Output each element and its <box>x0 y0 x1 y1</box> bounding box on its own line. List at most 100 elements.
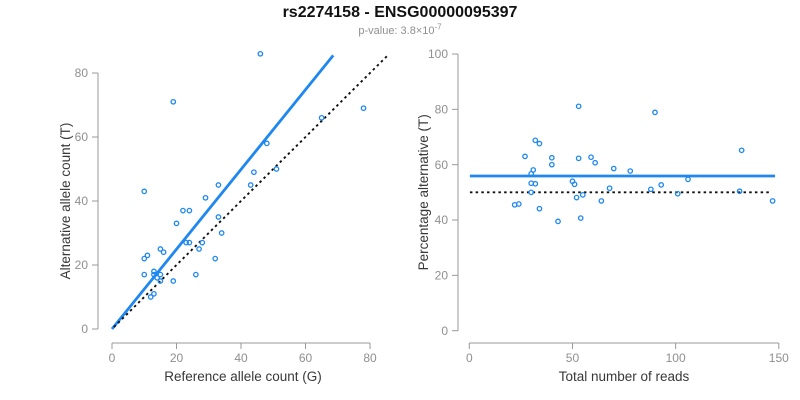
x-tick-label: 20 <box>170 351 184 365</box>
y-tick-label: 40 <box>75 194 89 208</box>
figure-title: rs2274158 - ENSG00000095397 <box>282 4 518 21</box>
p-value-exponent: -7 <box>434 22 442 32</box>
scatter-point <box>196 246 202 252</box>
regression-line <box>110 54 335 330</box>
scatter-point <box>685 176 691 183</box>
scatter-point <box>199 239 206 246</box>
scatter-point <box>579 191 586 198</box>
scatter-point <box>648 186 654 193</box>
scatter-point <box>571 181 578 188</box>
x-axis-title: Reference allele count (G) <box>164 369 322 384</box>
scatter-point <box>173 220 180 227</box>
scatter-point <box>515 201 522 207</box>
scatter-point <box>251 169 257 176</box>
x-tick-label: 0 <box>466 351 473 365</box>
scatter-point <box>141 271 148 278</box>
scatter-point <box>360 105 367 112</box>
scatter-point <box>548 161 555 168</box>
scatter-point <box>736 188 743 195</box>
y-axis-title: Alternative allele count (T) <box>58 123 73 280</box>
scatter-point <box>536 205 543 212</box>
y-tick-label: 0 <box>441 324 448 338</box>
scatter-point <box>575 103 582 110</box>
x-tick-label: 100 <box>666 351 686 365</box>
scatter-point <box>141 188 148 195</box>
scatter-point <box>144 252 151 259</box>
scatter-point <box>151 290 157 297</box>
scatter-point <box>522 153 528 160</box>
scatter-point <box>610 165 617 172</box>
y-tick-label: 100 <box>428 47 448 61</box>
scatter-point <box>157 246 164 252</box>
scatter-point <box>202 194 209 201</box>
y-axis-title: Percentage alternative (T) <box>416 114 431 270</box>
x-axis-title: Total number of reads <box>559 369 690 384</box>
scatter-point <box>186 207 193 214</box>
x-tick-label: 40 <box>234 351 248 365</box>
identity-line <box>113 55 389 328</box>
x-tick-label: 150 <box>769 351 789 365</box>
scatter-point <box>738 147 745 154</box>
scatter-point <box>154 274 160 281</box>
y-tick-label: 80 <box>435 103 449 117</box>
scatter-point <box>186 239 193 246</box>
scatter-point <box>318 114 325 121</box>
y-tick-label: 20 <box>75 258 89 272</box>
x-tick-label: 50 <box>566 351 580 365</box>
scatter-point <box>769 198 776 204</box>
scatter-point <box>577 215 584 221</box>
scatter-point <box>170 98 177 105</box>
scatter-point <box>257 50 264 57</box>
scatter-point <box>180 207 186 214</box>
scatter-point <box>598 198 605 204</box>
percentage-panel: 0 20 40 60 80 100 0 50 100 150 Total number of rea… <box>416 47 789 384</box>
scatter-point <box>532 137 539 144</box>
x-tick-label: 0 <box>109 351 116 365</box>
scatter-point <box>218 230 225 236</box>
x-tick-label: 80 <box>363 351 377 365</box>
scatter-point <box>536 140 543 147</box>
y-tick-label: 0 <box>81 322 88 336</box>
scatter-point <box>151 268 157 275</box>
scatter-point <box>141 255 148 262</box>
scatter-point <box>157 278 164 284</box>
allele-counts-panel: 0 20 40 60 80 0 20 40 60 80 Reference allele count… <box>58 50 389 384</box>
scatter-point <box>532 180 539 187</box>
scatter-point <box>215 182 222 188</box>
scatter-point <box>674 190 681 197</box>
scatter-point <box>247 182 254 188</box>
scatter-point <box>170 278 177 284</box>
scatter-point <box>548 154 555 161</box>
p-value-label: p-value: 3.8×10-7 <box>0 22 800 37</box>
scatter-point <box>606 185 613 192</box>
scatter-point <box>658 182 665 188</box>
scatter-point <box>183 239 190 246</box>
scatter-point <box>555 218 561 225</box>
x-tick-label: 60 <box>299 351 313 365</box>
scatter-point <box>592 159 599 166</box>
y-tick-label: 40 <box>435 213 449 227</box>
y-tick-label: 60 <box>75 130 89 144</box>
scatter-point <box>528 170 535 177</box>
y-tick-label: 60 <box>435 158 449 172</box>
scatter-point <box>157 271 164 278</box>
scatter-point <box>160 249 167 256</box>
scatter-point <box>273 166 280 172</box>
scatter-point <box>215 214 222 220</box>
scatter-point <box>193 271 199 278</box>
y-tick-label: 20 <box>435 269 449 283</box>
y-tick-label: 80 <box>75 66 89 80</box>
scatter-point <box>573 194 580 201</box>
scatter-point <box>575 155 582 162</box>
scatter-point <box>212 255 219 262</box>
p-value-text: p-value: 3.8×10 <box>358 25 435 37</box>
scatter-point <box>151 271 157 278</box>
scatter-point <box>652 109 658 116</box>
scatter-point <box>627 168 634 174</box>
scatter-point <box>147 294 154 300</box>
scatter-point <box>528 189 535 196</box>
scatter-point <box>588 154 594 161</box>
scatter-point <box>263 140 270 147</box>
